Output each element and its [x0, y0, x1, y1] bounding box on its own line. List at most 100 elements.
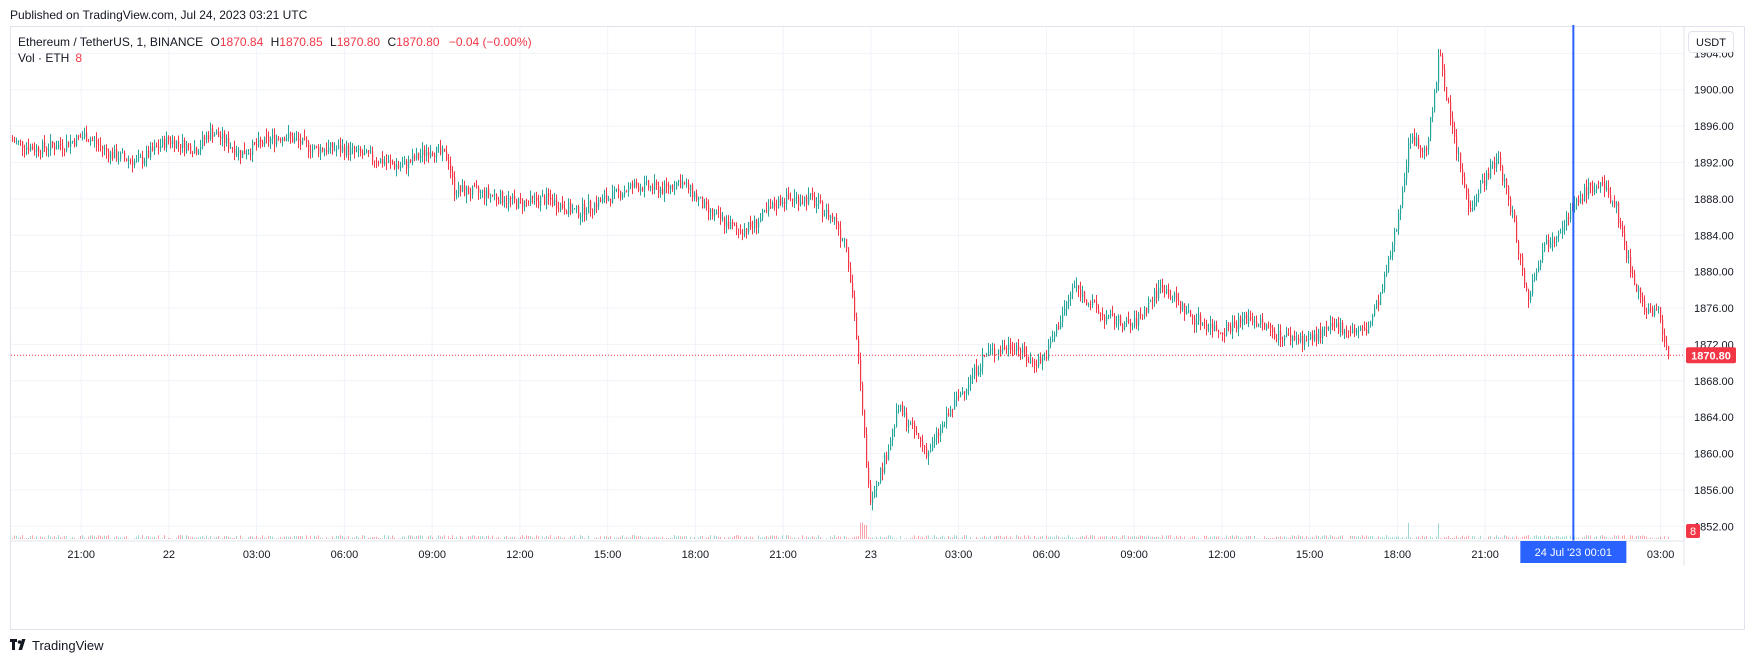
- candle-body: [1292, 335, 1294, 342]
- candle-body: [770, 206, 772, 209]
- candle-body: [416, 152, 418, 160]
- candle-body: [440, 146, 442, 154]
- candle-body: [1638, 288, 1640, 292]
- volume-bar: [854, 536, 855, 539]
- volume-bar: [794, 537, 795, 539]
- candle-body: [124, 152, 126, 159]
- volume-bar: [1360, 537, 1361, 539]
- candle-body: [1626, 245, 1628, 259]
- candle-body: [902, 404, 904, 416]
- volume-bar: [466, 538, 467, 539]
- candle-body: [1364, 327, 1366, 330]
- candle-body: [352, 147, 354, 149]
- candle-body: [34, 149, 36, 152]
- candle-body: [1632, 273, 1634, 274]
- candle-body: [1320, 329, 1322, 338]
- candle-body: [490, 194, 492, 196]
- candle-body: [1476, 197, 1478, 202]
- candle-body: [1090, 304, 1092, 305]
- volume-bar: [300, 536, 301, 539]
- volume-bar: [724, 537, 725, 539]
- candle-body: [994, 348, 996, 355]
- candle-body: [732, 222, 734, 225]
- candle-body: [1510, 199, 1512, 213]
- volume-bar: [1438, 523, 1439, 539]
- volume-bar: [1030, 536, 1031, 539]
- candle-body: [100, 145, 102, 147]
- volume-bar: [62, 537, 63, 539]
- volume-bar: [364, 535, 365, 539]
- candle-body: [1624, 233, 1626, 246]
- candle-body: [1222, 333, 1224, 336]
- candle-body: [84, 132, 86, 138]
- open-value: 1870.84: [219, 35, 264, 49]
- volume-bar: [322, 538, 323, 539]
- volume-bar: [1178, 537, 1179, 539]
- candle-body: [114, 149, 116, 159]
- volume-bar: [616, 537, 617, 539]
- candle-body: [86, 132, 88, 142]
- volume-bar: [1288, 538, 1289, 539]
- candle-body: [1154, 290, 1156, 302]
- candle-body: [316, 145, 318, 147]
- symbol-name: Ethereum / TetherUS, 1, BINANCE: [18, 35, 204, 49]
- volume-bar: [998, 535, 999, 539]
- volume-bar: [1302, 536, 1303, 539]
- candle-body: [1314, 333, 1316, 340]
- volume-bar: [1198, 537, 1199, 539]
- volume-bar: [504, 536, 505, 539]
- volume-bar: [1072, 537, 1073, 539]
- candle-body: [376, 161, 378, 163]
- candle-body: [40, 153, 42, 154]
- volume-bar: [1614, 535, 1615, 539]
- volume-bar: [412, 535, 413, 539]
- candle-body: [590, 201, 592, 211]
- candle-body: [1386, 271, 1388, 275]
- volume-bar: [1118, 537, 1119, 539]
- candle-body: [1024, 346, 1026, 354]
- volume-bar: [564, 537, 565, 539]
- currency-button[interactable]: USDT: [1688, 31, 1734, 53]
- volume-bar: [1478, 537, 1479, 539]
- chart-frame: [10, 26, 1745, 630]
- candle-body: [1206, 324, 1208, 330]
- volume-bar: [252, 536, 253, 539]
- tradingview-brand[interactable]: TradingView: [10, 638, 104, 653]
- candle-body: [454, 177, 456, 196]
- volume-bar: [1112, 535, 1113, 539]
- volume-bar: [1088, 537, 1089, 539]
- candle-body: [1294, 335, 1296, 340]
- candle-body: [1254, 321, 1256, 323]
- candle-body: [1532, 279, 1534, 294]
- candle-body: [374, 160, 376, 162]
- volume-bar: [46, 538, 47, 539]
- volume-bar: [256, 535, 257, 539]
- candle-body: [364, 152, 366, 156]
- volume-bar: [790, 537, 791, 539]
- volume-bar: [656, 537, 657, 539]
- candle-body: [254, 142, 256, 145]
- volume-bar: [1208, 537, 1209, 539]
- volume-bar: [1204, 535, 1205, 539]
- candle-body: [626, 191, 628, 193]
- volume-bar: [72, 537, 73, 539]
- candle-body: [122, 152, 124, 154]
- volume-bar: [1448, 535, 1449, 539]
- volume-bar: [156, 538, 157, 539]
- candle-body: [1538, 266, 1540, 272]
- candle-body: [1022, 346, 1024, 353]
- volume-bar: [126, 536, 127, 539]
- volume-bar: [662, 536, 663, 539]
- candle-body: [118, 158, 120, 160]
- volume-bar: [838, 536, 839, 539]
- volume-bar: [1200, 538, 1201, 539]
- candle-body: [1582, 198, 1584, 201]
- candle-body: [908, 424, 910, 427]
- price-tick-label: 1900.00: [1694, 85, 1734, 97]
- candle-body: [800, 201, 802, 206]
- candle-body: [474, 186, 476, 188]
- candle-body: [1402, 190, 1404, 207]
- candle-body: [232, 147, 234, 149]
- volume-bar: [1528, 535, 1529, 539]
